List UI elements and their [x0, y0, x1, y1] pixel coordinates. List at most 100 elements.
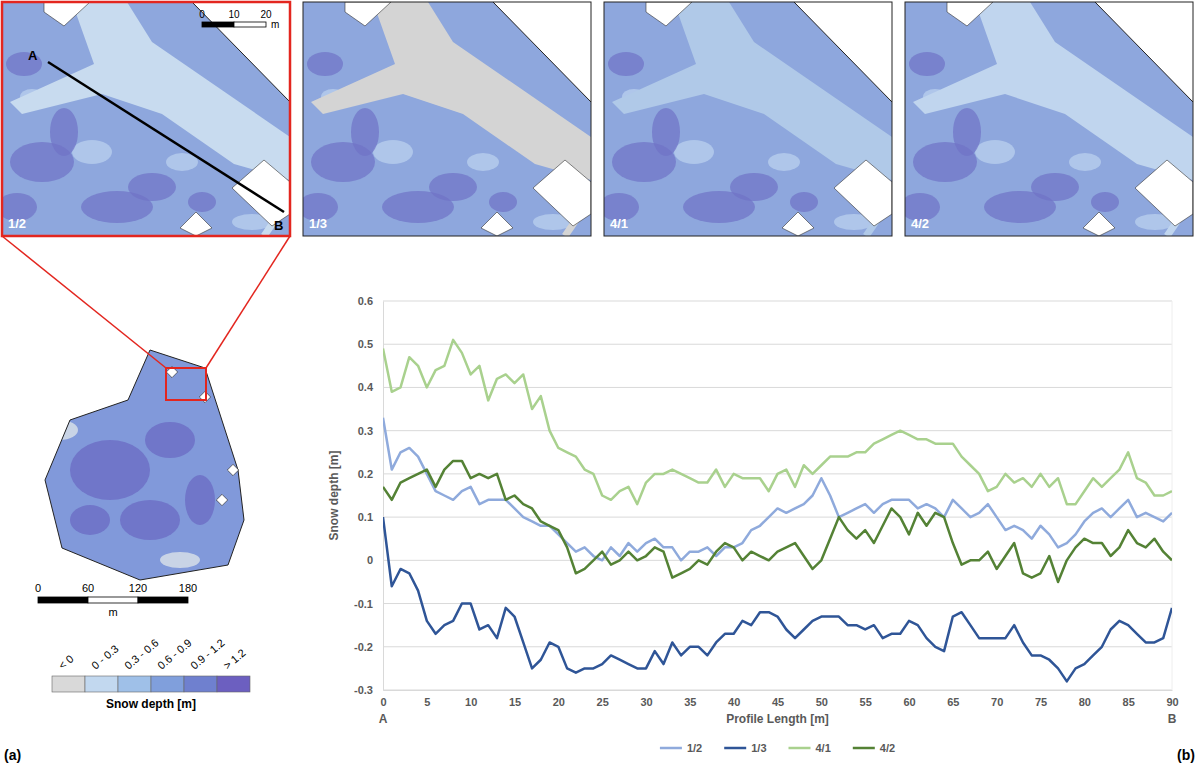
legend-swatch [853, 747, 875, 750]
channel [311, 2, 591, 180]
y-tick: -0.2 [354, 641, 383, 653]
colorbar-label: > 1.2 [221, 646, 248, 671]
y-axis-title: Snow depth [m] [327, 451, 341, 541]
x-tick: 20 [553, 690, 565, 708]
legend-swatch [724, 747, 746, 750]
building [232, 160, 290, 226]
profile-line [48, 62, 284, 212]
colorbar-class [85, 676, 118, 692]
y-tick: -0.3 [354, 684, 383, 696]
grid-line [383, 603, 1172, 604]
x-tick: 25 [597, 690, 609, 708]
overview-patch [120, 500, 180, 540]
series-line [383, 461, 1172, 582]
colorbar-label: 0.3 - 0.6 [122, 636, 161, 671]
legend-label: 4/1 [816, 742, 831, 754]
colorbar-label: < 0 [56, 652, 76, 671]
series-lines [383, 340, 1172, 681]
tile-background [905, 2, 1193, 236]
scale-label: 180 [179, 582, 197, 594]
map-patch [768, 153, 800, 171]
building [947, 2, 993, 26]
x-tick: 65 [947, 690, 959, 708]
legend: 1/21/34/14/2 [660, 742, 895, 754]
map-edge [493, 2, 591, 102]
tile-background [303, 2, 591, 236]
y-tick-label: -0.1 [354, 598, 373, 610]
legend-label: 1/3 [751, 742, 766, 754]
x-tick: 30 [640, 690, 652, 708]
panel-label: (a) [4, 747, 21, 763]
x-tick: 50 [816, 690, 828, 708]
zoom-line [206, 236, 290, 368]
legend-item: 1/2 [660, 742, 702, 754]
map-patch [351, 108, 379, 156]
legend-swatch [660, 747, 682, 750]
scale-unit: m [271, 19, 279, 30]
colorbar-class [118, 676, 151, 692]
grid-line [383, 301, 1172, 302]
axis-line [384, 690, 1173, 691]
tile-background [604, 2, 892, 236]
colorbar-label: 0 - 0.3 [89, 642, 121, 671]
grid-line [383, 430, 1172, 431]
map-patch [373, 140, 413, 164]
y-axis: -0.3-0.2-0.100.10.20.30.40.50.6 [354, 295, 383, 696]
x-tick: 5 [424, 690, 430, 708]
panel-label: (b) [1177, 747, 1195, 763]
x-tick-label: 45 [772, 696, 784, 708]
y-tick: -0.1 [354, 598, 383, 610]
overview-building [227, 464, 238, 475]
map-patch [72, 140, 112, 164]
map-tile: 4/2 [900, 2, 1193, 236]
map-patch [674, 140, 714, 164]
scale-segment [138, 597, 188, 603]
grid-line [383, 646, 1172, 647]
x-tick-label: 65 [947, 696, 959, 708]
grid-line [383, 517, 1172, 518]
y-tick-label: -0.2 [354, 641, 373, 653]
series-line [383, 517, 1172, 681]
channel [10, 2, 290, 180]
tile-label: 1/3 [309, 216, 327, 231]
x-tick: 80 [1079, 690, 1091, 708]
y-tick-label: 0.2 [358, 468, 373, 480]
map-tile: 4/1 [599, 2, 892, 236]
overview-map [42, 350, 244, 580]
map-content [298, 2, 591, 236]
colorbar-class [151, 676, 184, 692]
colorbar-label: 0.6 - 0.9 [155, 636, 194, 671]
x-tick: 55 [860, 690, 872, 708]
overview-patch [42, 420, 78, 440]
profile-end: B [274, 218, 283, 233]
x-tick: 10 [465, 690, 477, 708]
map-content [599, 2, 892, 236]
x-tick-label: 20 [553, 696, 565, 708]
grid-line [383, 690, 1172, 691]
y-tick: 0.5 [358, 338, 383, 350]
y-tick-label: -0.3 [354, 684, 373, 696]
x-tick-label: 35 [684, 696, 696, 708]
x-tick: 60 [903, 690, 915, 708]
map-patch [975, 140, 1015, 164]
overview-patch [185, 475, 215, 525]
series-line [383, 340, 1172, 504]
x-tick-label: 70 [991, 696, 1003, 708]
x-tick-label: 25 [597, 696, 609, 708]
overview-content [42, 372, 215, 568]
x-tick-label: 75 [1035, 696, 1047, 708]
map-patch [953, 108, 981, 156]
grid-line [383, 387, 1172, 388]
map-base [303, 2, 591, 236]
overview-patch [106, 372, 134, 388]
map-patch [50, 108, 78, 156]
legend-item: 1/3 [724, 742, 766, 754]
x-tick-label: 10 [465, 696, 477, 708]
overview-patch [70, 440, 150, 500]
scale-label: 120 [129, 582, 147, 594]
map-content [900, 2, 1193, 236]
y-tick-label: 0.4 [358, 381, 374, 393]
map-patch [489, 192, 517, 212]
y-tick: 0.1 [358, 511, 383, 523]
y-tick-label: 0.5 [358, 338, 373, 350]
